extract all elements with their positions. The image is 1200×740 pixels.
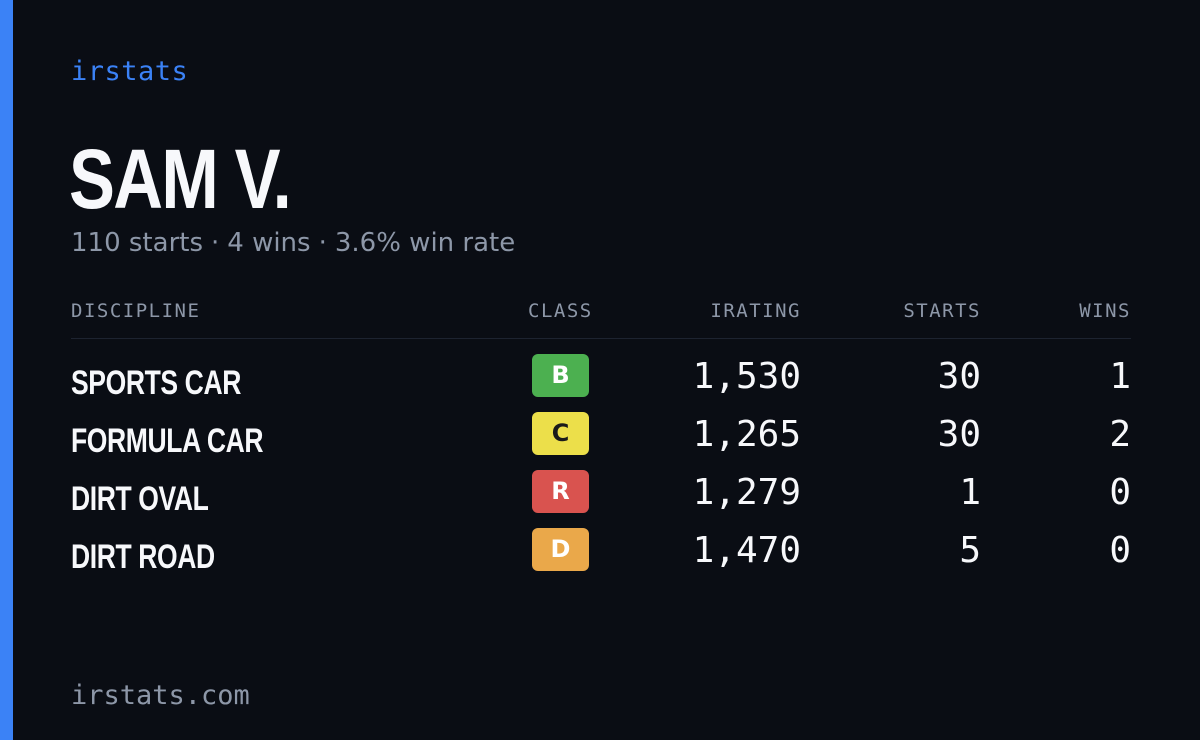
header-irating: IRATING xyxy=(710,300,801,322)
class-badge: D xyxy=(532,528,589,571)
starts-value: 30 xyxy=(937,414,981,455)
starts-value: 5 xyxy=(959,530,981,571)
summary-wins: 4 wins xyxy=(227,228,311,258)
header-starts: STARTS xyxy=(903,300,981,322)
wins-value: 2 xyxy=(1109,414,1131,455)
irating-value: 1,265 xyxy=(692,414,801,455)
wins-value: 0 xyxy=(1109,472,1131,513)
table-row: DIRT ROAD D 1,470 5 0 xyxy=(71,528,1131,586)
irating-value: 1,530 xyxy=(692,356,801,397)
table-row: SPORTS CAR B 1,530 30 1 xyxy=(71,354,1131,412)
driver-summary: 110 starts · 4 wins · 3.6% win rate xyxy=(71,228,515,258)
class-badge: C xyxy=(532,412,589,455)
summary-starts: 110 starts xyxy=(71,228,203,258)
header-wins: WINS xyxy=(1079,300,1131,322)
class-badge: R xyxy=(532,470,589,513)
table-row: FORMULA CAR C 1,265 30 2 xyxy=(71,412,1131,470)
brand-logo[interactable]: irstats xyxy=(71,56,189,87)
table-row: DIRT OVAL R 1,279 1 0 xyxy=(71,470,1131,528)
summary-separator: · xyxy=(211,228,220,258)
discipline-name: DIRT OVAL xyxy=(71,480,209,518)
driver-name: SAM V. xyxy=(69,132,292,226)
irating-value: 1,470 xyxy=(692,530,801,571)
wins-value: 0 xyxy=(1109,530,1131,571)
accent-bar xyxy=(0,0,13,740)
header-class: CLASS xyxy=(528,300,593,322)
class-badge: B xyxy=(532,354,589,397)
summary-separator: · xyxy=(318,228,327,258)
discipline-name: SPORTS CAR xyxy=(71,364,241,402)
discipline-name: DIRT ROAD xyxy=(71,538,215,576)
summary-winrate: 3.6% win rate xyxy=(334,228,516,258)
starts-value: 1 xyxy=(959,472,981,513)
header-discipline: DISCIPLINE xyxy=(71,300,201,322)
discipline-name: FORMULA CAR xyxy=(71,422,264,460)
footer-url[interactable]: irstats.com xyxy=(71,680,250,711)
irating-value: 1,279 xyxy=(692,472,801,513)
wins-value: 1 xyxy=(1109,356,1131,397)
starts-value: 30 xyxy=(937,356,981,397)
table-header: DISCIPLINE CLASS IRATING STARTS WINS xyxy=(71,300,1131,339)
